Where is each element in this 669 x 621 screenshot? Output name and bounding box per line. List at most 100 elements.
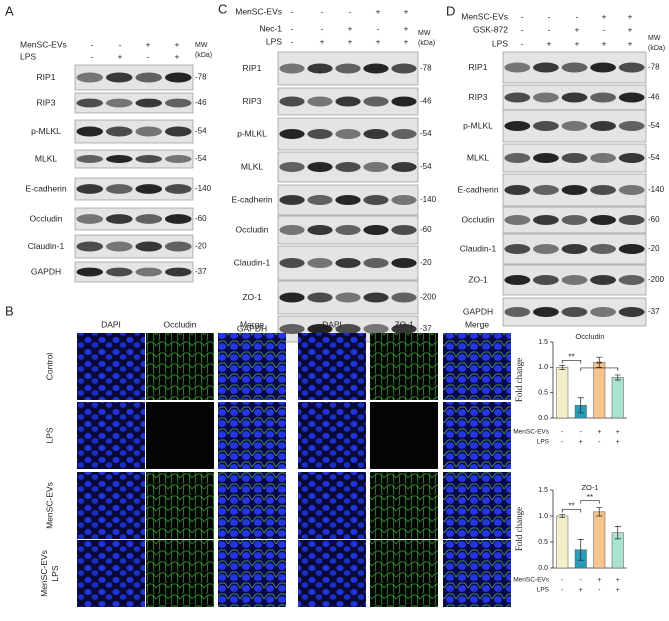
blot-band bbox=[105, 72, 133, 83]
blot-band bbox=[307, 258, 333, 268]
bar bbox=[556, 367, 569, 419]
blot-name: Occludin bbox=[235, 224, 268, 234]
micrograph bbox=[77, 333, 145, 400]
panel-letter: C bbox=[218, 1, 227, 16]
condition-sign: + bbox=[547, 38, 552, 48]
blot-band bbox=[391, 324, 417, 334]
blot-band bbox=[335, 292, 361, 303]
condition-sign: - bbox=[321, 23, 324, 33]
y-tick-label: 0.5 bbox=[538, 539, 548, 546]
y-tick-label: 1.0 bbox=[538, 364, 548, 371]
blot-mw: -60 bbox=[195, 214, 207, 223]
blot-mw: -60 bbox=[648, 215, 660, 224]
micrograph bbox=[370, 333, 438, 400]
blot-band bbox=[363, 195, 389, 205]
blot-band bbox=[76, 267, 104, 277]
blot-name: Claudin-1 bbox=[460, 243, 497, 253]
blot-band bbox=[164, 241, 192, 252]
panel-letter: A bbox=[5, 3, 14, 18]
blot-band bbox=[533, 215, 559, 225]
blot-band bbox=[279, 324, 305, 334]
condition-name: MenSC-EVs bbox=[461, 11, 508, 21]
condition-sign: - bbox=[119, 39, 122, 49]
significance-bracket bbox=[561, 509, 582, 513]
bar bbox=[556, 515, 569, 569]
blot-band bbox=[76, 241, 104, 252]
condition-sign: + bbox=[320, 36, 325, 46]
condition-sign: + bbox=[575, 24, 580, 34]
micrograph bbox=[77, 402, 145, 469]
blot-band bbox=[164, 155, 192, 163]
condition-name: LPS bbox=[266, 36, 282, 46]
blot-band bbox=[164, 184, 192, 194]
blot-band bbox=[164, 72, 192, 83]
bar bbox=[593, 362, 606, 419]
blot-band bbox=[76, 155, 104, 163]
error-bar bbox=[614, 526, 621, 540]
blot-band bbox=[533, 62, 559, 73]
blot-name: GAPDH bbox=[463, 306, 493, 316]
micrograph bbox=[443, 540, 511, 607]
error-bar bbox=[596, 356, 603, 368]
blot-mw: -54 bbox=[648, 153, 660, 162]
blot-band bbox=[279, 292, 305, 303]
blot-band bbox=[307, 96, 333, 107]
blot-band bbox=[504, 215, 531, 225]
blot-band bbox=[618, 92, 645, 103]
condition-sign: - bbox=[561, 587, 564, 594]
blot-band bbox=[590, 121, 616, 131]
chart-title: Occludin bbox=[575, 332, 604, 341]
blot-mw: -54 bbox=[195, 127, 207, 136]
blot-band bbox=[76, 126, 104, 137]
condition-sign: + bbox=[404, 36, 409, 46]
condition-sign: - bbox=[321, 6, 324, 16]
blot-band bbox=[618, 244, 645, 254]
blot-mw: -200 bbox=[648, 275, 665, 284]
condition-sign: + bbox=[579, 439, 583, 446]
blot-band bbox=[307, 225, 333, 235]
blot-mw: -54 bbox=[648, 121, 660, 130]
blot-band bbox=[533, 153, 559, 163]
blot-band bbox=[618, 62, 645, 73]
condition-sign: - bbox=[561, 577, 564, 584]
condition-sign: + bbox=[616, 587, 620, 594]
blot-name: E-cadherin bbox=[457, 184, 498, 194]
mw-unit: (kDa) bbox=[195, 52, 212, 59]
condition-sign: - bbox=[603, 24, 606, 34]
blot-band bbox=[279, 129, 305, 139]
blot-band bbox=[561, 92, 588, 103]
blot-band bbox=[279, 96, 305, 107]
condition-sign: + bbox=[616, 439, 620, 446]
blot-name: MLKL bbox=[241, 161, 263, 171]
blot-band bbox=[307, 162, 333, 172]
blot-band bbox=[391, 96, 417, 107]
column-header: ZO-1 bbox=[394, 319, 414, 329]
blot-mw: -20 bbox=[648, 244, 660, 253]
micrograph bbox=[146, 402, 214, 469]
blot-band bbox=[590, 244, 616, 254]
blot-band bbox=[164, 214, 192, 224]
micrograph bbox=[146, 333, 214, 400]
micrograph bbox=[218, 540, 286, 607]
condition-sign: - bbox=[561, 429, 564, 436]
significance-label: ** bbox=[596, 360, 602, 369]
blot-band bbox=[105, 267, 133, 277]
blot-band bbox=[307, 129, 333, 139]
significance-label: ** bbox=[568, 502, 574, 511]
micrograph bbox=[370, 472, 438, 539]
blot-band bbox=[590, 307, 616, 317]
micrograph bbox=[218, 402, 286, 469]
blot-mw: -20 bbox=[195, 242, 207, 251]
significance-bracket bbox=[580, 367, 619, 371]
blot-band bbox=[135, 184, 163, 194]
error-bar bbox=[559, 364, 566, 370]
condition-sign: - bbox=[377, 23, 380, 33]
condition-name: LPS bbox=[492, 38, 508, 48]
condition-name: MenSC-EVs bbox=[235, 6, 282, 16]
blot-mw: -54 bbox=[420, 162, 432, 171]
blot-mw: -46 bbox=[420, 97, 432, 106]
column-header: Merge bbox=[240, 319, 264, 329]
blot-mw: -46 bbox=[648, 93, 660, 102]
blot-band bbox=[135, 241, 163, 252]
blot-name: RIP3 bbox=[469, 92, 488, 102]
